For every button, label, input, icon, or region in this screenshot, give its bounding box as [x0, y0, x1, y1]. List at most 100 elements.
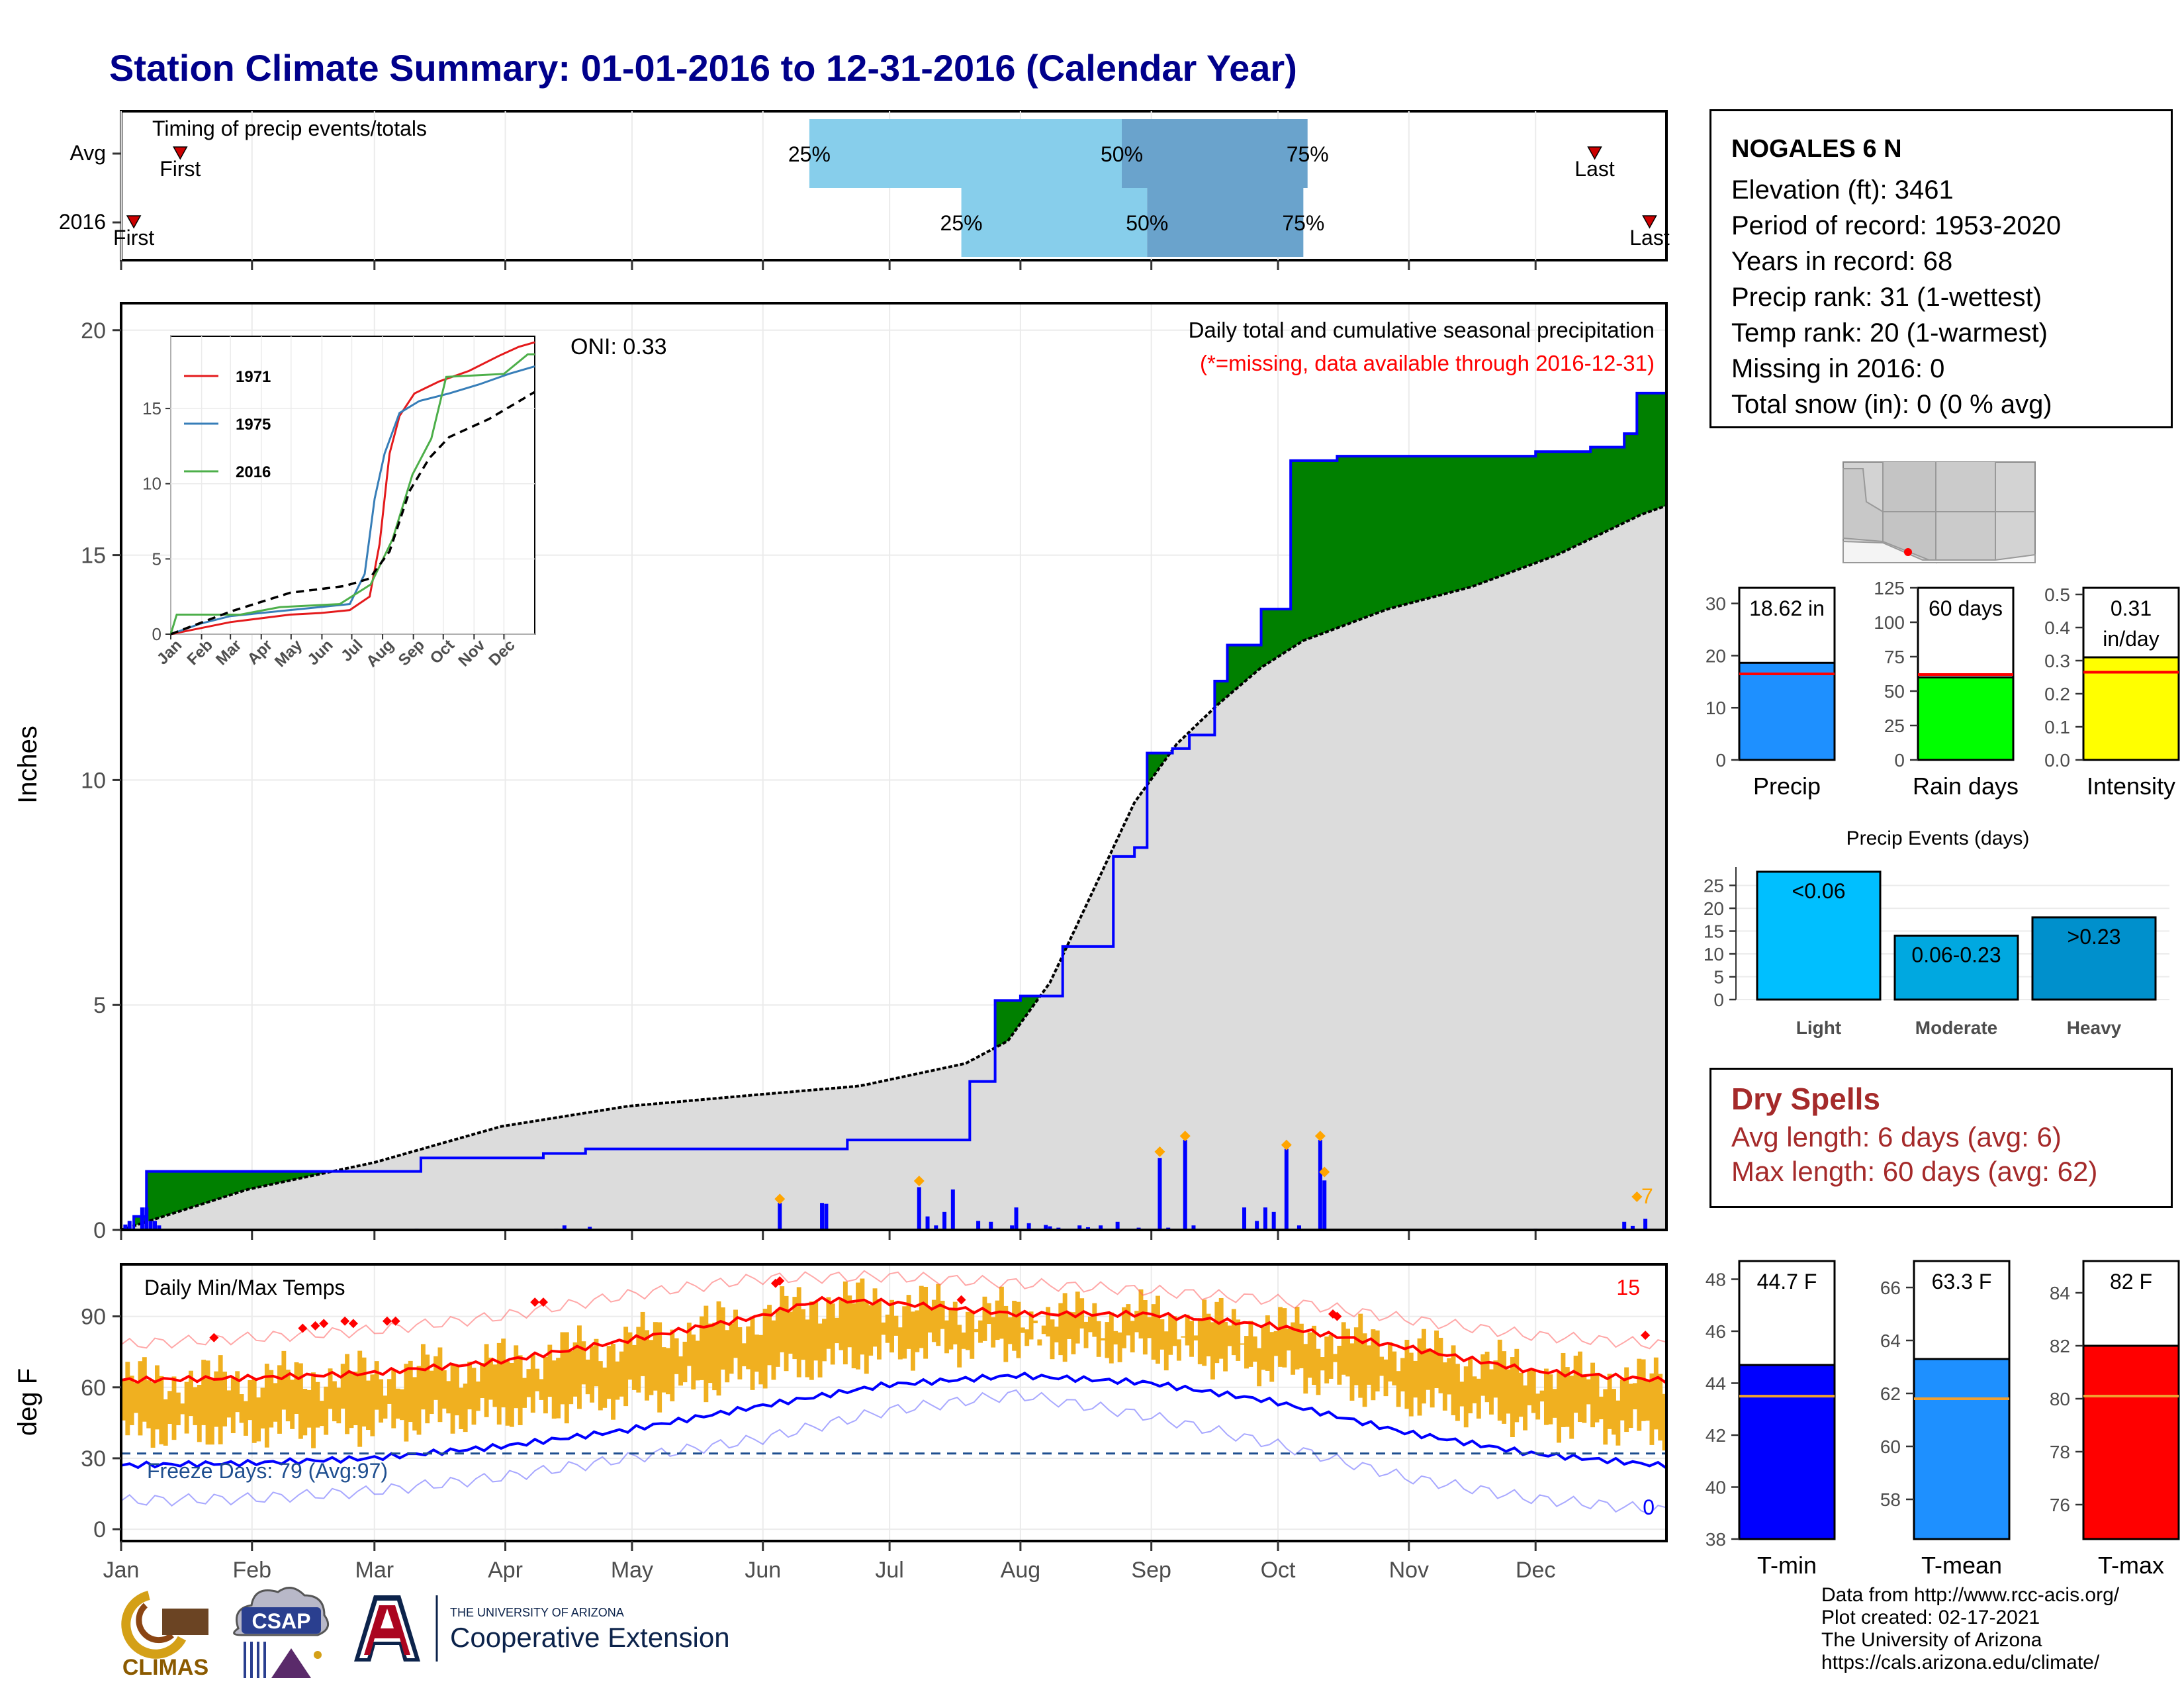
rain-days-gauge-ytick-label: 125 — [1874, 578, 1905, 598]
tmean-gauge-label: T-mean — [1921, 1552, 2002, 1579]
inset-month-label: Dec — [485, 636, 518, 669]
daily-temp-range-bar — [767, 1305, 772, 1366]
daily-temp-range-bar — [741, 1343, 747, 1366]
above-average-area — [1278, 609, 1283, 657]
logos-row: CLIMAS CSAP THE UNIVERSITY OF ARIZONA Co… — [121, 1587, 730, 1680]
temp-ytick-label: 0 — [93, 1517, 106, 1542]
daily-precip-bar — [127, 1221, 132, 1230]
daily-temp-range-bar — [205, 1360, 210, 1445]
above-average-area — [1037, 996, 1042, 1000]
footer-plot-created: Plot created: 02-17-2021 — [1821, 1607, 2040, 1628]
tmin-gauge-ytick-label: 38 — [1706, 1529, 1726, 1550]
below-average-area — [746, 1096, 751, 1149]
above-average-area — [1172, 748, 1177, 750]
daily-temp-range-bar — [560, 1332, 565, 1405]
below-average-area — [936, 1070, 941, 1141]
precip-gauge-ytick-label: 10 — [1706, 698, 1726, 718]
above-average-area — [1020, 996, 1025, 1024]
inset-month-label: Sep — [395, 636, 428, 669]
below-average-area — [665, 1103, 670, 1149]
below-average-area — [530, 1121, 535, 1158]
daily-temp-range-bar — [391, 1370, 396, 1429]
daily-temp-range-bar — [1185, 1314, 1190, 1346]
above-average-area — [1400, 456, 1406, 606]
below-average-area — [851, 1086, 856, 1141]
above-average-area — [1392, 456, 1397, 608]
tmin-gauge-label: T-min — [1757, 1552, 1817, 1579]
above-average-area — [1561, 451, 1566, 553]
below-average-area — [897, 1078, 903, 1141]
daily-precip-bar — [588, 1227, 592, 1230]
above-average-area — [1332, 460, 1338, 630]
below-average-area — [957, 1065, 962, 1141]
daily-temp-range-bar — [1041, 1325, 1046, 1335]
daily-temp-range-bar — [961, 1332, 966, 1349]
above-average-area — [1607, 447, 1612, 531]
below-average-area — [1113, 847, 1118, 857]
below-average-area — [944, 1068, 950, 1141]
daily-temp-range-bar — [1598, 1396, 1604, 1420]
below-average-area — [856, 1086, 861, 1141]
below-average-area — [1210, 712, 1215, 735]
month-label: Dec — [1516, 1558, 1555, 1583]
last-event-label: Last — [1574, 157, 1615, 181]
below-average-area — [463, 1137, 468, 1158]
daily-temp-range-bar — [1316, 1348, 1321, 1395]
below-average-area — [842, 1087, 848, 1149]
above-average-area — [1312, 460, 1317, 637]
oni-label: ONI: 0.33 — [570, 334, 667, 359]
record-high-marker — [770, 1278, 780, 1288]
daily-temp-range-bar — [606, 1346, 612, 1399]
below-average-area — [645, 1104, 650, 1149]
above-average-area — [1569, 451, 1574, 549]
station-period: Period of record: 1953-2020 — [1731, 211, 2062, 240]
daily-temp-range-bar — [817, 1323, 823, 1378]
timing-quartile-label: 25% — [940, 211, 983, 235]
daily-temp-range-bar — [425, 1354, 430, 1424]
daily-temp-range-bar — [505, 1361, 510, 1426]
above-average-area — [298, 1171, 303, 1179]
daily-temp-range-bar — [636, 1327, 641, 1393]
timing-frame — [120, 110, 1668, 261]
above-average-area — [256, 1171, 261, 1188]
above-average-area — [201, 1171, 206, 1205]
average-max-line — [120, 1295, 1668, 1384]
daily-temp-range-bar — [1156, 1295, 1160, 1364]
above-average-area — [146, 1171, 152, 1222]
below-average-area — [480, 1132, 485, 1158]
below-average-area — [501, 1126, 506, 1158]
inset-month-label: Jun — [304, 636, 336, 669]
below-average-area — [400, 1155, 405, 1172]
heavy-event-marker — [1179, 1131, 1191, 1142]
daily-temp-range-bar — [657, 1322, 662, 1413]
daily-temp-range-bar — [1337, 1345, 1342, 1385]
above-average-area — [1472, 456, 1477, 587]
above-average-area — [209, 1171, 214, 1202]
daily-temp-range-bar — [1573, 1355, 1578, 1413]
daily-temp-range-bar — [784, 1295, 789, 1372]
above-average-area — [1552, 451, 1557, 557]
daily-temp-range-bar — [180, 1403, 185, 1415]
below-average-area — [429, 1147, 434, 1158]
above-average-area — [1628, 434, 1633, 521]
below-average-area — [1206, 716, 1211, 735]
daily-temp-range-bar — [944, 1320, 949, 1354]
below-average-area — [433, 1145, 439, 1158]
tmax-gauge-ytick-label: 84 — [2050, 1283, 2070, 1303]
below-average-area — [885, 1080, 890, 1141]
daily-temp-range-bar — [1151, 1304, 1156, 1360]
inset-ytick-label: 0 — [152, 624, 161, 644]
rain-days-gauge-ytick-label: 100 — [1874, 612, 1905, 633]
below-average-area — [379, 1161, 384, 1172]
inset-month-label: Oct — [427, 636, 458, 667]
timing-quartile-label: 50% — [1126, 211, 1168, 235]
precip-ylabel: Inches — [13, 726, 42, 804]
daily-temp-range-bar — [1312, 1325, 1316, 1385]
daily-temp-range-bar — [1345, 1329, 1351, 1377]
above-average-area — [244, 1171, 248, 1191]
daily-temp-range-bar — [193, 1387, 198, 1425]
below-average-area — [1096, 883, 1101, 947]
above-average-area — [189, 1171, 194, 1209]
below-average-area — [514, 1124, 519, 1158]
below-average-area — [716, 1098, 721, 1149]
